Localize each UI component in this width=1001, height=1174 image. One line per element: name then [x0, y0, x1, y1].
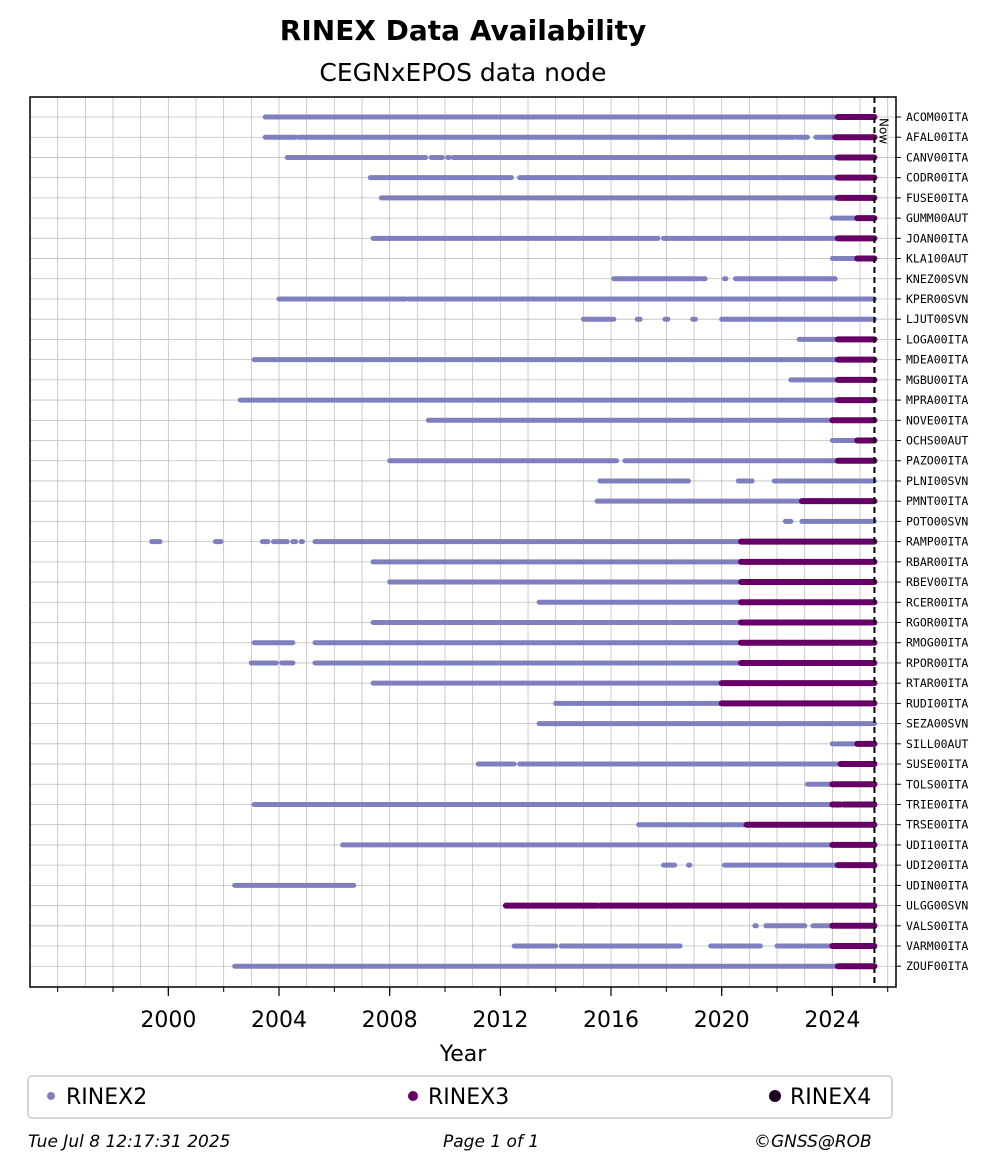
station-label: CODR00ITA	[906, 171, 968, 185]
x-tick-label: 2020	[694, 1008, 750, 1033]
legend-marker-rinex3	[408, 1091, 418, 1101]
station-label: OCHS00AUT	[906, 434, 968, 448]
x-tick-label: 2016	[583, 1008, 639, 1033]
station-label: UDI100ITA	[906, 838, 968, 852]
footer-timestamp: Tue Jul 8 12:17:31 2025	[28, 1132, 231, 1152]
now-label: Now	[876, 118, 890, 144]
legend-marker-rinex4	[769, 1090, 781, 1102]
chart-title: RINEX Data Availability	[279, 14, 647, 47]
legend-label-rinex4: RINEX4	[790, 1085, 871, 1110]
station-label: SEZA00SVN	[906, 717, 968, 731]
station-label: LOGA00ITA	[906, 332, 968, 346]
station-label: TRSE00ITA	[906, 818, 968, 832]
station-label: VALS00ITA	[906, 919, 968, 933]
station-label: GUMM00AUT	[906, 211, 968, 225]
chart-subtitle: CEGNxEPOS data node	[319, 58, 607, 87]
footer-copyright: ©GNSS@ROB	[754, 1132, 872, 1152]
legend-label-rinex3: RINEX3	[428, 1085, 509, 1110]
station-label: KPER00SVN	[906, 292, 968, 306]
station-label: KLA100AUT	[906, 252, 968, 266]
x-tick-label: 2012	[472, 1008, 528, 1033]
x-tick-label: 2004	[251, 1008, 307, 1033]
station-label: MDEA00ITA	[906, 353, 968, 367]
station-label: PAZO00ITA	[906, 454, 968, 468]
station-label: PMNT00ITA	[906, 494, 968, 508]
station-label: CANV00ITA	[906, 150, 968, 164]
station-label: NOVE00ITA	[906, 413, 968, 427]
station-label: AFAL00ITA	[906, 130, 968, 144]
station-label: SUSE00ITA	[906, 757, 968, 771]
x-tick-label: 2000	[140, 1008, 196, 1033]
station-label: JOAN00ITA	[906, 231, 968, 245]
legend-marker-rinex2	[47, 1092, 55, 1100]
station-label: RMOG00ITA	[906, 636, 968, 650]
station-label: ACOM00ITA	[906, 110, 968, 124]
station-label: FUSE00ITA	[906, 191, 968, 205]
station-label: RBEV00ITA	[906, 575, 968, 589]
station-label: SILL00AUT	[906, 737, 968, 751]
station-label: MGBU00ITA	[906, 373, 968, 387]
station-label: RAMP00ITA	[906, 535, 968, 549]
legend-box	[27, 1075, 893, 1119]
station-label: UDI200ITA	[906, 858, 968, 872]
x-tick-label: 2024	[804, 1008, 860, 1033]
x-axis-label: Year	[439, 1042, 488, 1067]
station-label: RPOR00ITA	[906, 656, 968, 670]
station-label: LJUT00SVN	[906, 312, 968, 326]
station-label: ZOUF00ITA	[906, 959, 968, 973]
station-label: UDIN00ITA	[906, 878, 968, 892]
station-label: RCER00ITA	[906, 595, 968, 609]
station-label: RBAR00ITA	[906, 555, 968, 569]
station-label: POTO00SVN	[906, 514, 968, 528]
x-tick-label: 2008	[362, 1008, 418, 1033]
plot-frame	[29, 96, 897, 988]
station-label: KNEZ00SVN	[906, 272, 968, 286]
station-label: RUDI00ITA	[906, 696, 968, 710]
legend-label-rinex2: RINEX2	[66, 1085, 147, 1110]
station-label: ULGG00SVN	[906, 899, 968, 913]
station-label: VARM00ITA	[906, 939, 968, 953]
station-label: TOLS00ITA	[906, 777, 968, 791]
station-label: MPRA00ITA	[906, 393, 968, 407]
station-label: PLNI00SVN	[906, 474, 968, 488]
station-label: TRIE00ITA	[906, 797, 968, 811]
station-label: RGOR00ITA	[906, 616, 968, 630]
footer-page: Page 1 of 1	[443, 1132, 540, 1152]
station-label: RTAR00ITA	[906, 676, 968, 690]
